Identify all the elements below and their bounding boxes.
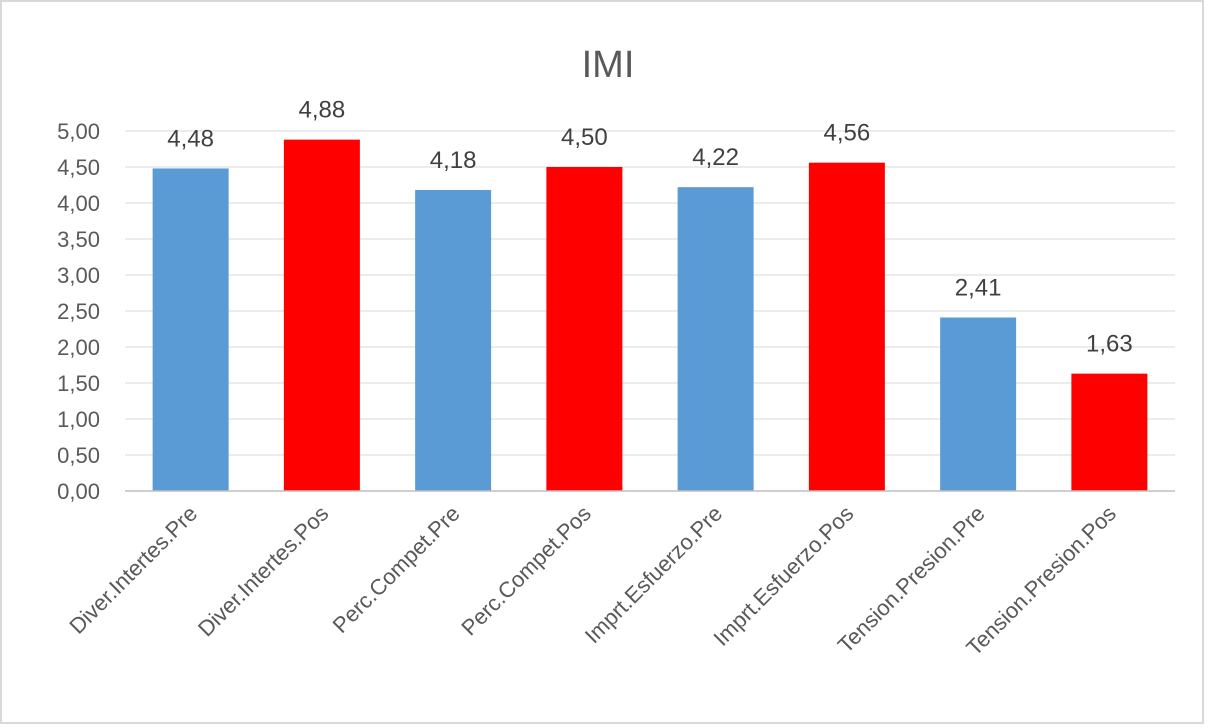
data-label: 2,41	[955, 274, 1002, 301]
bar	[677, 187, 754, 491]
data-labels: 4,48 4,88 4,18 4,50 4,22 4,56 2,41 1,63	[167, 97, 1132, 358]
x-tick-label: Imprt.Esfuerzo.Pre	[580, 501, 727, 648]
x-tick-label: Perc.Compet.Pre	[328, 501, 465, 638]
x-tick-label: Diver.Intertes.Pos	[193, 501, 333, 641]
bar	[283, 139, 360, 491]
x-tick-label: Tension.Presion.Pos	[961, 501, 1120, 660]
data-label: 4,50	[561, 124, 608, 151]
y-tick-label: 0,00	[57, 479, 100, 504]
x-tick-label: Diver.Intertes.Pre	[64, 501, 202, 639]
gridlines	[125, 130, 1175, 456]
bar	[1071, 373, 1148, 491]
y-tick-label: 1,00	[57, 407, 100, 432]
data-label: 4,56	[824, 120, 871, 147]
x-tick-label: Tension.Presion.Pre	[833, 501, 990, 658]
y-tick-label: 3,00	[57, 263, 100, 288]
bar	[415, 190, 492, 492]
bar	[152, 168, 229, 491]
bar	[546, 167, 623, 491]
data-label: 4,88	[299, 97, 346, 124]
y-tick-label: 4,00	[57, 191, 100, 216]
y-tick-label: 5,00	[57, 119, 100, 144]
data-label: 4,22	[692, 144, 739, 171]
chart-title: IMI	[582, 44, 635, 86]
data-label: 4,18	[430, 147, 477, 174]
y-tick-label: 2,50	[57, 299, 100, 324]
bars	[152, 139, 1148, 492]
y-axis-ticks: 0,00 0,50 1,00 1,50 2,00 2,50 3,00 3,50 4,00 4,50…	[57, 119, 100, 504]
data-label: 1,63	[1086, 331, 1133, 358]
x-tick-label: Perc.Compet.Pos	[456, 501, 596, 641]
bar	[808, 162, 885, 491]
y-tick-label: 3,50	[57, 227, 100, 252]
bar	[940, 317, 1017, 491]
x-axis-categories: Diver.Intertes.PreDiver.Intertes.PosPerc…	[64, 501, 1121, 660]
y-tick-label: 1,50	[57, 371, 100, 396]
y-tick-label: 4,50	[57, 155, 100, 180]
data-label: 4,48	[167, 125, 214, 152]
x-tick-label: Imprt.Esfuerzo.Pos	[708, 501, 858, 651]
y-tick-label: 0,50	[57, 443, 100, 468]
y-tick-label: 2,00	[57, 335, 100, 360]
